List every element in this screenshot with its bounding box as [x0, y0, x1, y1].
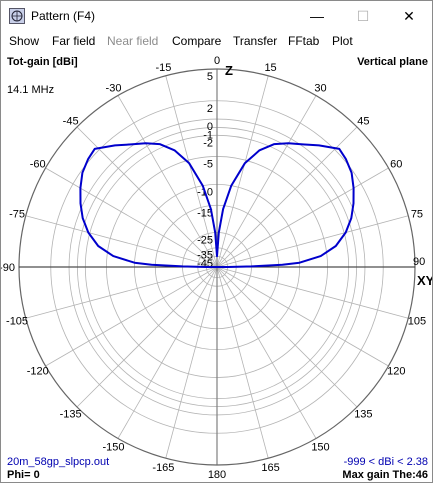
grid-spoke	[25, 215, 218, 268]
angle-label: 135	[354, 408, 372, 420]
grid-spoke	[216, 75, 269, 268]
grid-spoke	[216, 215, 409, 268]
grid-spoke	[165, 266, 218, 459]
angle-label: 165	[261, 462, 279, 474]
grid-spoke	[76, 126, 218, 268]
grid-spoke	[216, 266, 269, 459]
grid-spoke	[216, 266, 317, 439]
angle-label: -90	[1, 262, 15, 274]
grid-spoke	[45, 167, 218, 268]
xy-axis-label: XY	[417, 273, 432, 288]
angle-label: -105	[6, 316, 28, 328]
menu-fftab[interactable]: FFtab	[288, 34, 320, 48]
gain-range-label: -999 < dBi < 2.38	[343, 456, 428, 468]
menu-transfer[interactable]: Transfer	[233, 34, 278, 48]
angle-label: 150	[311, 441, 329, 453]
window-title: Pattern (F4)	[31, 9, 96, 23]
angle-label: -165	[152, 462, 174, 474]
frequency-label: 14.1 MHz	[7, 84, 55, 96]
max-gain-label: Max gain The:46	[342, 469, 428, 481]
menu-bar: Show Far field Near field Compare Transf…	[1, 31, 432, 53]
pattern-trace	[79, 142, 355, 268]
grid-spoke	[216, 266, 389, 367]
grid-spoke	[216, 95, 317, 268]
angle-label: 120	[387, 366, 405, 378]
radial-tick-label: 0	[207, 121, 213, 133]
radial-tick-label: -35	[197, 250, 213, 262]
grid-spoke	[117, 95, 218, 268]
radial-tick-label: -45	[197, 258, 213, 270]
radial-tick-label: -25	[197, 235, 213, 247]
angle-label: 75	[411, 208, 423, 220]
angle-label: 60	[390, 159, 402, 171]
app-icon	[9, 8, 25, 24]
menu-plot[interactable]: Plot	[332, 34, 353, 48]
angle-label: -75	[9, 208, 25, 220]
menu-far-field[interactable]: Far field	[52, 34, 96, 48]
radial-tick-label: 5	[207, 71, 213, 83]
angle-label: -150	[102, 441, 124, 453]
title-bar[interactable]: Pattern (F4) — ☐ ✕	[1, 1, 432, 31]
grid-spoke	[216, 126, 358, 268]
angle-label: -135	[60, 408, 82, 420]
gain-type-label: Tot-gain [dBi]	[7, 56, 78, 68]
grid-spoke	[117, 266, 218, 439]
angle-label: 180	[208, 469, 226, 481]
grid-spoke	[216, 167, 389, 268]
radial-tick-label: -1	[203, 129, 213, 141]
angle-label: 105	[408, 316, 426, 328]
angle-label: -30	[106, 83, 122, 95]
angle-label: -45	[63, 116, 79, 128]
radial-tick-label: -5	[203, 158, 213, 170]
menu-compare[interactable]: Compare	[172, 34, 222, 48]
grid-spoke	[165, 75, 218, 268]
radial-tick-label: 2	[207, 103, 213, 115]
polar-plot: 520-1-2-5-10-15-25-35-450153045607510512…	[1, 55, 432, 481]
minimize-button[interactable]: —	[310, 8, 324, 24]
maximize-button[interactable]: ☐	[356, 7, 370, 24]
menu-near-field[interactable]: Near field	[107, 34, 159, 48]
angle-label: 90	[413, 256, 425, 268]
angle-label: -15	[155, 62, 171, 74]
filename-label: 20m_58gp_slpcp.out	[7, 456, 110, 468]
radial-tick-label: -15	[197, 207, 213, 219]
grid-spoke	[76, 266, 218, 408]
angle-label: 0	[214, 55, 220, 67]
polar-plot-area[interactable]: 5 2 0 -1 -2 -5 -10 -15 -25 -35 -45 0 15 30 45 60 75 105 12…	[1, 53, 432, 482]
angle-label: -60	[30, 159, 46, 171]
grid-spoke	[45, 266, 218, 367]
angle-label: 45	[357, 116, 369, 128]
radial-tick-label: -2	[203, 137, 213, 149]
angle-label: 15	[264, 62, 276, 74]
close-button[interactable]: ✕	[403, 7, 415, 24]
z-axis-label: Z	[225, 63, 233, 78]
grid-spoke	[216, 266, 409, 319]
phi-label: Phi= 0	[7, 469, 40, 481]
angle-label: 30	[314, 83, 326, 95]
menu-show[interactable]: Show	[9, 34, 40, 48]
grid-spoke	[216, 266, 358, 408]
angle-label: -120	[27, 366, 49, 378]
grid-spoke	[25, 266, 218, 319]
plane-label: Vertical plane	[357, 56, 428, 68]
